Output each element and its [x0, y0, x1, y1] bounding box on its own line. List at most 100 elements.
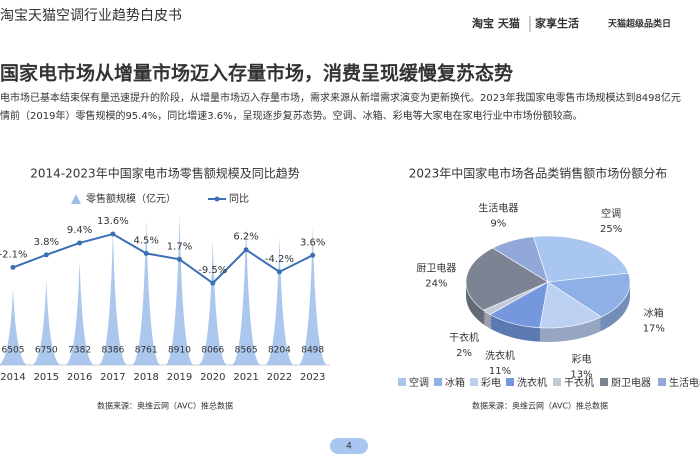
line	[12, 232, 314, 285]
line-point	[310, 252, 316, 258]
pie-category-label: 干衣机	[449, 331, 479, 344]
line-value-label: 4.5%	[133, 235, 158, 246]
legend-swatch	[658, 378, 666, 386]
partner: 家享生活	[535, 16, 579, 30]
bar	[98, 229, 127, 365]
pie-slice	[532, 235, 629, 283]
line-point	[276, 269, 282, 275]
brand: 淘宝 天猫	[472, 16, 520, 30]
bar-value-label: 8386	[101, 346, 124, 356]
line-point	[143, 250, 149, 256]
x-tick-label: 2019	[167, 372, 192, 383]
line-value-label: -9.5%	[198, 265, 227, 276]
bar	[298, 226, 327, 365]
pie-category-label: 洗衣机	[485, 349, 515, 362]
legend-label: 生活电器	[669, 376, 700, 389]
bar-value-label: 8761	[135, 346, 158, 356]
page-number: 4	[346, 442, 352, 452]
bar-value-label: 8498	[301, 346, 324, 356]
event: 天猫超级品类日	[608, 18, 671, 30]
pie-category-label: 生活电器	[478, 202, 518, 215]
x-tick-label: 2020	[200, 372, 225, 383]
pie-slice	[547, 272, 631, 318]
line-point	[77, 240, 83, 246]
x-tick-label: 2016	[67, 372, 92, 383]
legend-label: 洗衣机	[517, 376, 547, 389]
legend-label: 干衣机	[564, 376, 594, 389]
x-tick-label: 2023	[300, 372, 325, 383]
legend-label: 同比	[229, 193, 249, 205]
pie-value-label: 2%	[456, 348, 472, 359]
bar-value-label: 8910	[168, 346, 191, 356]
paragraph-line: 情前（2019年）零售规模的95.4%，同比增速3.6%，呈现逐步复苏态势。空调…	[0, 109, 583, 122]
legend-label: 空调	[409, 376, 429, 389]
legend-swatch	[71, 194, 81, 204]
bar-value-label: 6750	[35, 346, 58, 356]
pie-value-label: 11%	[489, 366, 511, 377]
legend-swatch	[214, 196, 220, 202]
pie-category-label: 厨卫电器	[416, 262, 456, 275]
line-point	[177, 256, 182, 262]
legend-swatch	[553, 378, 561, 386]
legend-label: 厨卫电器	[611, 376, 651, 389]
chart-title: 2014-2023年中国家电市场零售额规模及同比趋势	[30, 166, 299, 181]
chart-title: 2023年中国家电市场各品类销售额市场份额分布	[409, 166, 668, 181]
bar-value-label: 6505	[2, 346, 25, 356]
headline: 国家电市场从增量市场迈入存量市场，消费呈现缓慢复苏态势	[0, 62, 513, 85]
pie-value-label: 24%	[425, 279, 447, 290]
line-point	[43, 252, 49, 258]
legend-label: 零售额规模（亿元）	[86, 192, 176, 205]
pie-slice	[539, 281, 602, 329]
line-point	[10, 264, 16, 270]
line-value-label: 3.6%	[300, 237, 325, 248]
bar-value-label: 8204	[268, 346, 291, 356]
x-tick-label: 2017	[100, 372, 125, 383]
bar-value-label: 8565	[235, 346, 258, 356]
line-point	[210, 280, 216, 286]
bar-value-label: 8066	[201, 346, 224, 356]
pie-value-label: 25%	[600, 224, 622, 235]
bar	[198, 239, 227, 365]
pie-category-label: 冰箱	[644, 306, 664, 319]
legend-swatch	[398, 378, 406, 386]
bar	[165, 213, 194, 365]
bar	[232, 224, 261, 365]
legend-swatch	[470, 378, 478, 386]
x-tick-label: 2015	[34, 372, 59, 383]
line-value-label: 3.8%	[34, 237, 59, 248]
line-value-label: 13.6%	[97, 216, 129, 227]
x-tick-label: 2018	[133, 372, 158, 383]
pie-slice	[465, 247, 549, 311]
bar	[132, 218, 161, 365]
line-point	[243, 247, 249, 253]
paragraph-line: 电市场已基本结束保有量迅速提升的阶段，从增量市场迈入存量市场，需求来源从新增需求…	[0, 91, 681, 104]
line-value-label: 9.4%	[67, 225, 92, 236]
source-note: 数据来源：奥维云网（AVC）推总数据	[472, 401, 608, 411]
x-tick-label: 2021	[233, 372, 258, 383]
pie-category-label: 空调	[601, 207, 621, 220]
legend-swatch	[434, 378, 442, 386]
legend-swatch	[600, 378, 608, 386]
pie-value-label: 17%	[643, 323, 665, 334]
pie-value-label: 13%	[570, 370, 592, 381]
source-note: 数据来源：奥维云网（AVC）推总数据	[97, 401, 233, 411]
bar	[265, 235, 294, 365]
line-value-label: 1.7%	[167, 241, 192, 252]
legend-label: 冰箱	[445, 376, 465, 389]
bar	[32, 280, 61, 365]
page-pill	[330, 438, 368, 454]
bar-value-label: 7382	[68, 346, 91, 356]
pie-value-label: 9%	[490, 219, 506, 230]
pie-category-label: 彩电	[571, 353, 591, 366]
legend-label: 彩电	[481, 376, 501, 389]
legend-swatch	[506, 378, 514, 386]
line-value-label: 6.2%	[233, 232, 258, 243]
line-value-label: -4.2%	[265, 254, 294, 265]
x-tick-label: 2022	[267, 372, 292, 383]
bar	[65, 260, 94, 365]
x-tick-label: 2014	[0, 372, 25, 383]
bar	[0, 287, 27, 365]
